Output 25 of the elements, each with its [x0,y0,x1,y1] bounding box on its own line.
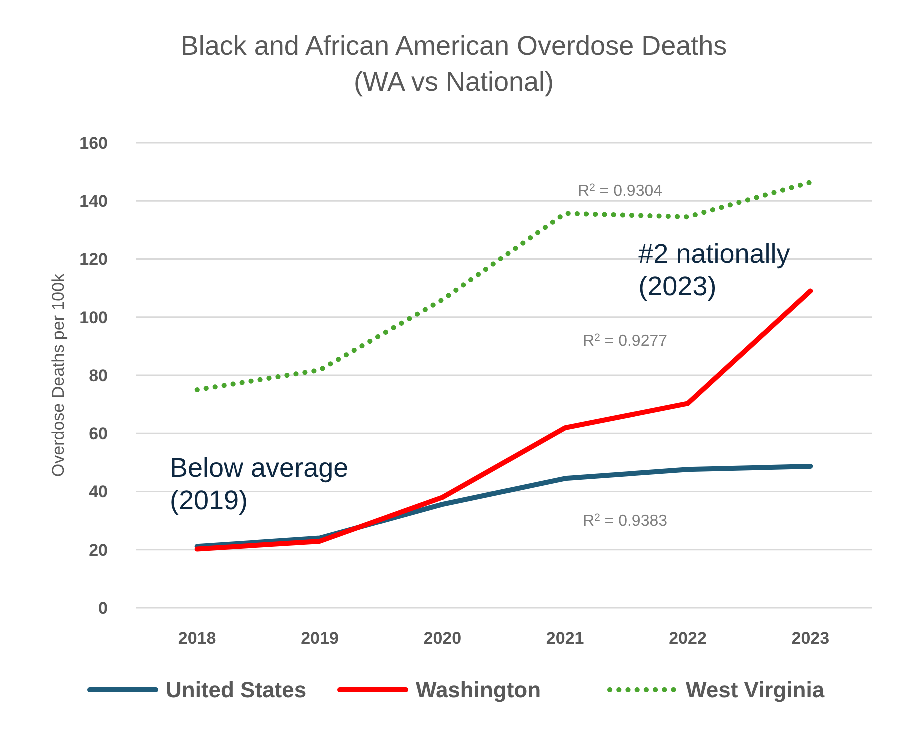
chart-title: Black and African American Overdose Deaths (WA vs National) [180,31,728,97]
legend-label: United States [166,678,307,703]
legend-label: West Virginia [686,678,826,703]
y-tick-label: 160 [80,134,108,153]
y-tick-label: 40 [89,482,108,502]
y-tick-label: 60 [89,424,108,444]
x-tick-label: 2023 [792,629,830,648]
y-tick-label: 120 [80,250,108,270]
x-tick-label: 2021 [546,629,584,648]
y-tick-label: 0 [98,598,108,618]
annotation: R$^{2}$ = 0.9277 [583,332,668,350]
y-tick-label: 100 [80,308,108,328]
annotation: R$^{2}$ = 0.9383 [583,512,668,530]
annotation: Below average (2019) [170,453,349,516]
y-axis-title: Overdose Deaths per 100k [49,273,68,478]
x-tick-label: 2020 [424,629,462,648]
y-tick-label: 80 [89,366,108,386]
y-tick-label: 20 [89,540,108,560]
annotation: R$^{2}$ = 0.9304 [578,182,663,200]
legend-label: Washington [416,678,542,703]
annotation: #2 nationally (2023) [638,239,791,302]
y-tick-label: 140 [80,192,108,212]
x-tick-label: 2022 [669,629,707,648]
x-tick-label: 2019 [301,629,339,648]
x-tick-label: 2018 [178,629,216,648]
